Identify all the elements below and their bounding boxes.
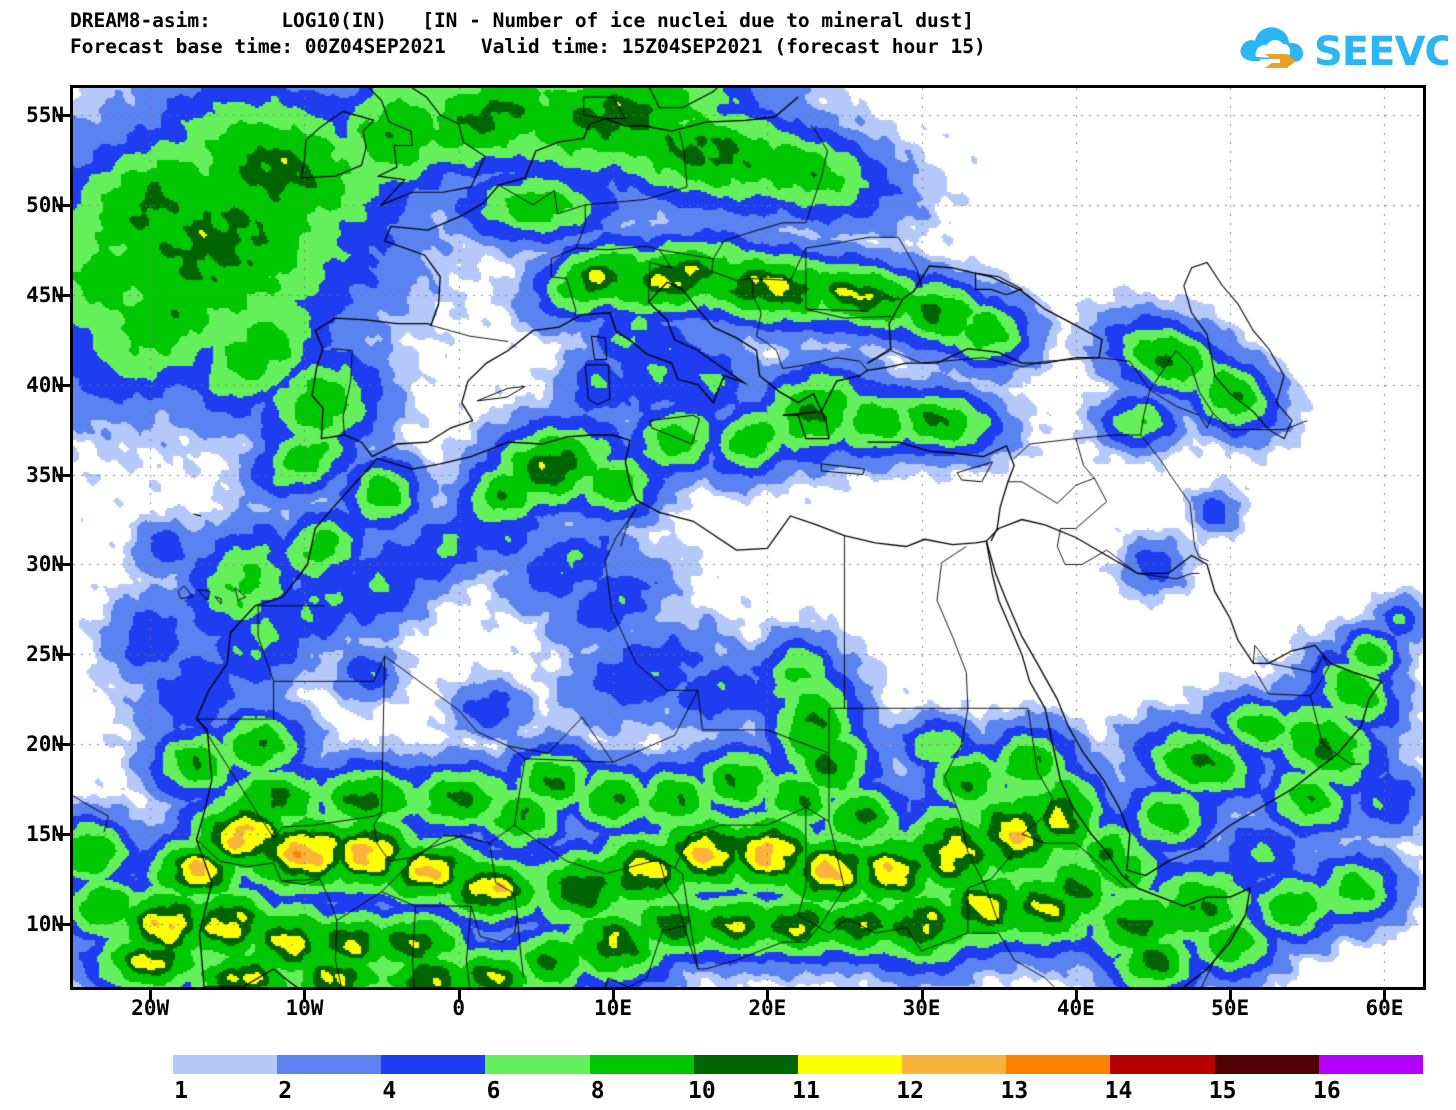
y-axis-tick (56, 473, 70, 477)
colorbar-segment-4[interactable] (381, 1055, 486, 1074)
x-axis-label-0: 0 (452, 996, 466, 1020)
svg-text:SEEVCCC: SEEVCCC (1314, 29, 1448, 75)
y-axis-tick (56, 833, 70, 837)
y-axis-tick (56, 923, 70, 927)
colorbar-tick-10: 10 (687, 1078, 716, 1104)
x-axis-tick (612, 990, 615, 1002)
logo-wordmark: SEEVCCC (1314, 29, 1448, 75)
colorbar-tick-12: 12 (896, 1078, 925, 1104)
colorbar-segment-12[interactable] (902, 1055, 1007, 1074)
colorbar-segment-13[interactable] (1006, 1055, 1111, 1074)
x-axis-tick (1229, 990, 1233, 1002)
colorbar-segment-14[interactable] (1110, 1055, 1215, 1074)
colorbar-tick-4: 4 (382, 1078, 397, 1104)
y-axis-tick (56, 383, 70, 387)
header-title-line: DREAM8-asim: LOG10(IN) [IN - Number of i… (70, 9, 974, 32)
colorbar-segment-6[interactable] (485, 1055, 590, 1074)
x-axis-tick (1383, 990, 1387, 1002)
colorbar-tick-13: 13 (1000, 1078, 1029, 1104)
y-axis-tick (56, 743, 70, 747)
y-axis-tick (56, 293, 70, 297)
colorbar-tick-11: 11 (792, 1078, 820, 1104)
colorbar-segment-15[interactable] (1214, 1055, 1319, 1074)
cloud-icon (1240, 27, 1304, 62)
colorbar-segment-1[interactable] (173, 1055, 278, 1074)
x-axis-tick (457, 990, 461, 1002)
dust-field-canvas (73, 88, 1423, 987)
x-axis-tick (1074, 990, 1078, 1002)
colorbar-tick-6: 6 (486, 1078, 501, 1104)
colorbar-tick-1: 1 (174, 1078, 188, 1104)
colorbar-segment-2[interactable] (277, 1055, 382, 1074)
colorbar[interactable] (173, 1055, 1423, 1074)
colorbar-segment-16[interactable] (1318, 1055, 1423, 1074)
x-axis-tick (303, 990, 307, 1002)
x-axis-tick (149, 990, 153, 1002)
colorbar-tick-14: 14 (1104, 1078, 1133, 1104)
y-axis-tick (56, 563, 70, 567)
colorbar-tick-15: 15 (1208, 1078, 1237, 1104)
forecast-map-plot[interactable] (70, 85, 1426, 990)
colorbar-segment-10[interactable] (693, 1055, 798, 1074)
y-axis-tick (56, 653, 70, 657)
colorbar-tick-16: 16 (1312, 1078, 1341, 1104)
colorbar-tick-8: 8 (590, 1078, 605, 1104)
header: DREAM8-asim: LOG10(IN) [IN - Number of i… (70, 8, 1230, 60)
x-axis-tick (766, 990, 770, 1002)
y-axis-tick (56, 203, 70, 207)
colorbar-segment-8[interactable] (589, 1055, 694, 1074)
seevccc-logo[interactable]: SEEVCCC (1236, 16, 1448, 76)
x-axis-tick (920, 990, 924, 1002)
colorbar-tick-2: 2 (278, 1078, 293, 1104)
y-axis-tick (56, 113, 70, 117)
arrow-icon (1260, 54, 1296, 68)
header-time-line: Forecast base time: 00Z04SEP2021 Valid t… (70, 35, 986, 58)
colorbar-segment-11[interactable] (797, 1055, 903, 1074)
map-canvas-wrap (73, 88, 1423, 987)
